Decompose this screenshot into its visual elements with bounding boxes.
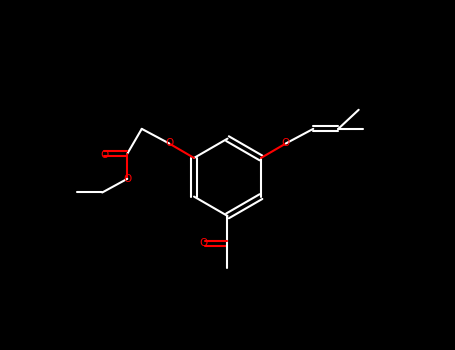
Text: O: O: [282, 138, 290, 148]
Text: O: O: [165, 138, 173, 148]
Text: O: O: [200, 238, 208, 248]
Text: O: O: [101, 150, 109, 160]
Text: O: O: [123, 174, 131, 184]
